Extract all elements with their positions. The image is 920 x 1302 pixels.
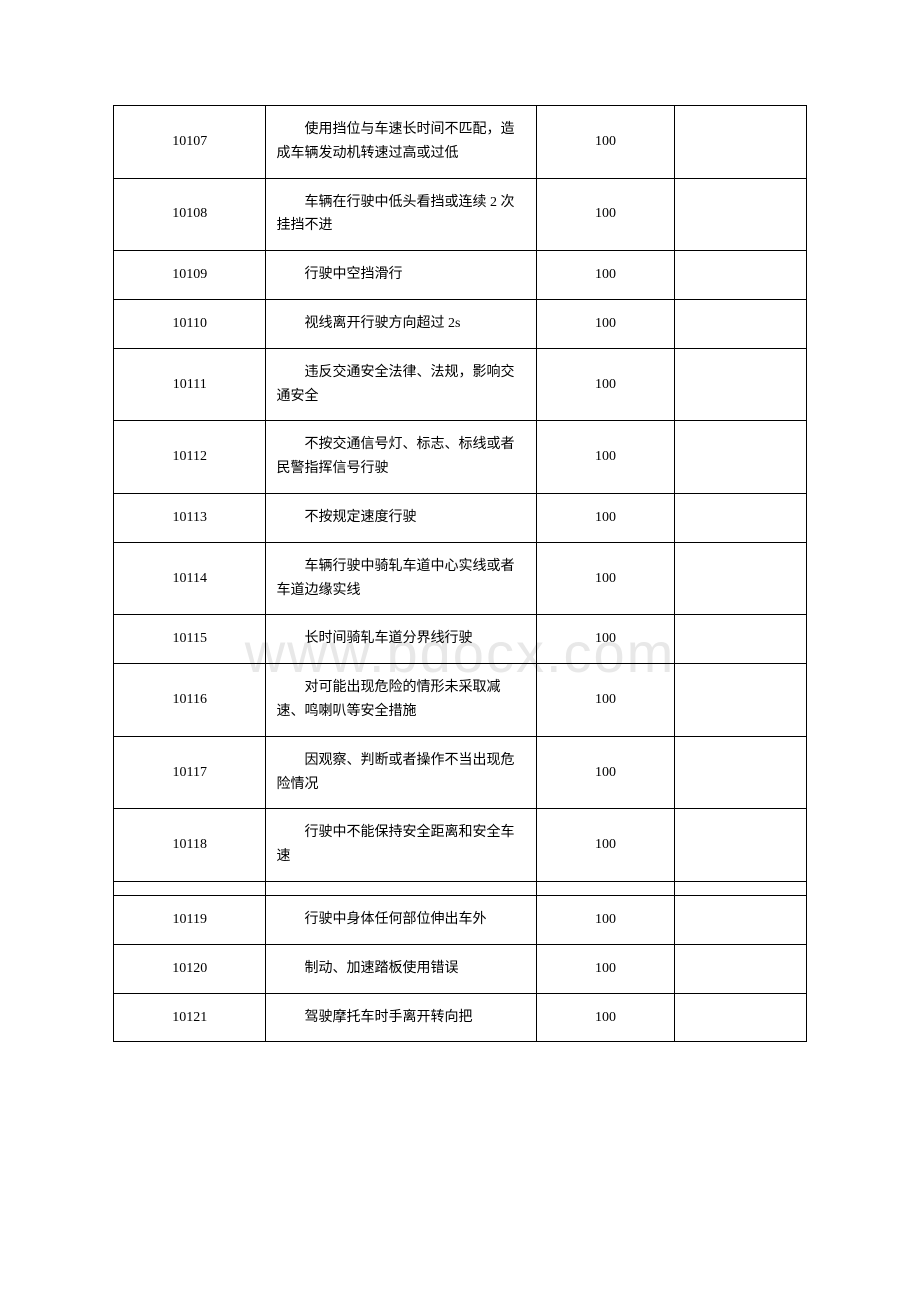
table-row: 10113不按规定速度行驶100: [114, 493, 807, 542]
description-cell: 因观察、判断或者操作不当出现危险情况: [266, 736, 536, 809]
table-row: 10107使用挡位与车速长时间不匹配，造成车辆发动机转速过高或过低100: [114, 106, 807, 179]
empty-cell: [675, 736, 807, 809]
score-cell: 100: [536, 251, 675, 300]
score-cell: 100: [536, 348, 675, 421]
score-cell: 100: [536, 664, 675, 737]
table-container: 10107使用挡位与车速长时间不匹配，造成车辆发动机转速过高或过低1001010…: [113, 105, 807, 1042]
empty-cell: [675, 251, 807, 300]
table-row: 10117因观察、判断或者操作不当出现危险情况100: [114, 736, 807, 809]
code-cell: 10110: [114, 299, 266, 348]
spacer-cell: [536, 881, 675, 895]
table-row: 10118行驶中不能保持安全距离和安全车速100: [114, 809, 807, 882]
description-cell: 视线离开行驶方向超过 2s: [266, 299, 536, 348]
spacer-cell: [114, 881, 266, 895]
code-cell: 10120: [114, 944, 266, 993]
score-cell: 100: [536, 944, 675, 993]
description-cell: 驾驶摩托车时手离开转向把: [266, 993, 536, 1042]
empty-cell: [675, 993, 807, 1042]
table-row: 10115长时间骑轧车道分界线行驶100: [114, 615, 807, 664]
empty-cell: [675, 493, 807, 542]
description-cell: 制动、加速踏板使用错误: [266, 944, 536, 993]
table-row: 10114车辆行驶中骑轧车道中心实线或者车道边缘实线100: [114, 542, 807, 615]
code-cell: 10109: [114, 251, 266, 300]
table-row: 10109行驶中空挡滑行100: [114, 251, 807, 300]
description-cell: 行驶中不能保持安全距离和安全车速: [266, 809, 536, 882]
code-cell: 10119: [114, 895, 266, 944]
code-cell: 10108: [114, 178, 266, 251]
score-cell: 100: [536, 736, 675, 809]
description-cell: 违反交通安全法律、法规，影响交通安全: [266, 348, 536, 421]
score-cell: 100: [536, 421, 675, 494]
table-row: 10119行驶中身体任何部位伸出车外100: [114, 895, 807, 944]
description-cell: 使用挡位与车速长时间不匹配，造成车辆发动机转速过高或过低: [266, 106, 536, 179]
code-cell: 10116: [114, 664, 266, 737]
table-row: 10112不按交通信号灯、标志、标线或者民警指挥信号行驶100: [114, 421, 807, 494]
empty-cell: [675, 895, 807, 944]
score-cell: 100: [536, 106, 675, 179]
table-row: 10116对可能出现危险的情形未采取减速、鸣喇叭等安全措施100: [114, 664, 807, 737]
score-cell: 100: [536, 299, 675, 348]
table-row: 10111违反交通安全法律、法规，影响交通安全100: [114, 348, 807, 421]
empty-cell: [675, 348, 807, 421]
empty-cell: [675, 299, 807, 348]
description-cell: 行驶中空挡滑行: [266, 251, 536, 300]
code-cell: 10114: [114, 542, 266, 615]
empty-cell: [675, 421, 807, 494]
score-cell: 100: [536, 993, 675, 1042]
code-cell: 10115: [114, 615, 266, 664]
empty-cell: [675, 542, 807, 615]
description-cell: 车辆在行驶中低头看挡或连续 2 次挂挡不进: [266, 178, 536, 251]
empty-cell: [675, 664, 807, 737]
code-cell: 10118: [114, 809, 266, 882]
description-cell: 对可能出现危险的情形未采取减速、鸣喇叭等安全措施: [266, 664, 536, 737]
score-cell: 100: [536, 493, 675, 542]
score-cell: 100: [536, 615, 675, 664]
empty-cell: [675, 615, 807, 664]
empty-cell: [675, 106, 807, 179]
score-cell: 100: [536, 178, 675, 251]
description-cell: 行驶中身体任何部位伸出车外: [266, 895, 536, 944]
table-row: 10120制动、加速踏板使用错误100: [114, 944, 807, 993]
code-cell: 10107: [114, 106, 266, 179]
description-cell: 长时间骑轧车道分界线行驶: [266, 615, 536, 664]
spacer-cell: [675, 881, 807, 895]
table-row: 10108车辆在行驶中低头看挡或连续 2 次挂挡不进100: [114, 178, 807, 251]
table-row: 10110视线离开行驶方向超过 2s100: [114, 299, 807, 348]
table-row: 10121驾驶摩托车时手离开转向把100: [114, 993, 807, 1042]
score-cell: 100: [536, 809, 675, 882]
description-cell: 不按规定速度行驶: [266, 493, 536, 542]
description-cell: 车辆行驶中骑轧车道中心实线或者车道边缘实线: [266, 542, 536, 615]
code-cell: 10111: [114, 348, 266, 421]
code-cell: 10113: [114, 493, 266, 542]
violations-table: 10107使用挡位与车速长时间不匹配，造成车辆发动机转速过高或过低1001010…: [113, 105, 807, 1042]
table-row: [114, 881, 807, 895]
description-cell: 不按交通信号灯、标志、标线或者民警指挥信号行驶: [266, 421, 536, 494]
empty-cell: [675, 944, 807, 993]
code-cell: 10112: [114, 421, 266, 494]
code-cell: 10117: [114, 736, 266, 809]
spacer-cell: [266, 881, 536, 895]
score-cell: 100: [536, 895, 675, 944]
code-cell: 10121: [114, 993, 266, 1042]
empty-cell: [675, 809, 807, 882]
score-cell: 100: [536, 542, 675, 615]
empty-cell: [675, 178, 807, 251]
